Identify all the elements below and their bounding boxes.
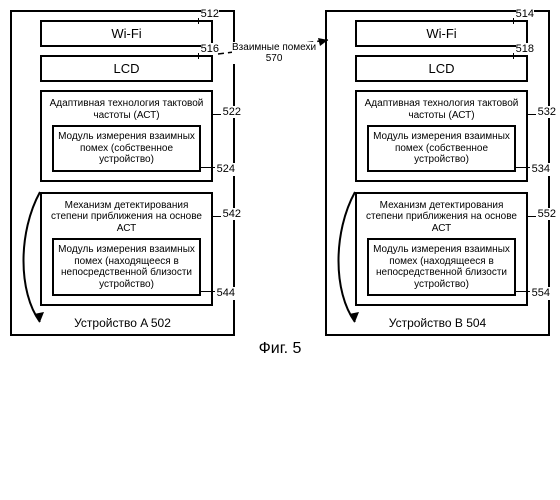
ref-554: 554 [532,287,550,300]
wifi-label-a: Wi-Fi [111,26,141,41]
ref-532: 532 [538,106,556,118]
ref-552: 552 [538,208,556,220]
wifi-box-a: Wi-Fi 512 [40,20,213,47]
lead-518 [513,53,514,59]
prox-inner-text-b: Модуль измерения взаимных помех (находящ… [373,244,510,290]
ref-524: 524 [217,163,235,176]
lcd-box-b: LCD 518 [355,55,528,82]
act-block-b: Адаптивная технология тактовой частоты (… [355,90,528,182]
lead-534 [514,167,530,168]
act-inner-text-b: Модуль измерения взаимных помех (собстве… [373,131,510,165]
ref-516: 516 [201,43,219,55]
device-a: Wi-Fi 512 LCD 516 Адаптивная технология … [10,10,235,336]
wifi-box-b: Wi-Fi 514 [355,20,528,47]
prox-block-b: Механизм детектирования степени приближе… [355,192,528,307]
lead-542 [211,216,221,217]
prox-inner-b: Модуль измерения взаимных помех (находящ… [367,238,516,296]
ref-542: 542 [223,208,241,220]
interference-label: Взаимные помехи [232,42,316,53]
ref-522: 522 [223,106,241,118]
ref-512: 512 [201,8,219,20]
figure-caption: Фиг. 5 [10,340,550,358]
prox-inner-a: Модуль измерения взаимных помех (находящ… [52,238,201,296]
ref-518: 518 [516,43,534,55]
act-inner-text-a: Модуль измерения взаимных помех (собстве… [58,131,195,165]
act-inner-b: Модуль измерения взаимных помех (собстве… [367,125,516,172]
lead-522 [211,114,221,115]
prox-title-a: Механизм детектирования степени приближе… [48,200,205,235]
lead-524 [199,167,215,168]
lead-552 [526,216,536,217]
act-inner-a: Модуль измерения взаимных помех (собстве… [52,125,201,172]
prox-block-a: Механизм детектирования степени приближе… [40,192,213,307]
caption-b: Устройство B 504 [337,316,538,330]
ref-514: 514 [516,8,534,20]
lead-544 [199,291,215,292]
interference-label-block: Взаимные помехи 570 [232,42,316,64]
lcd-label-a: LCD [113,61,139,76]
prox-inner-text-a: Модуль измерения взаимных помех (находящ… [58,244,195,290]
lead-532 [526,114,536,115]
ref-544: 544 [217,287,235,300]
caption-a: Устройство A 502 [22,316,223,330]
lead-554 [514,291,530,292]
act-title-b: Адаптивная технология тактовой частоты (… [363,98,520,121]
lead-514 [513,18,514,24]
prox-title-b: Механизм детектирования степени приближе… [363,200,520,235]
wifi-label-b: Wi-Fi [426,26,456,41]
device-b: Wi-Fi 514 LCD 518 Адаптивная технология … [325,10,550,336]
lcd-box-a: LCD 516 [40,55,213,82]
act-block-a: Адаптивная технология тактовой частоты (… [40,90,213,182]
lead-512 [198,18,199,24]
ref-570: 570 [266,53,283,64]
act-title-a: Адаптивная технология тактовой частоты (… [48,98,205,121]
lcd-label-b: LCD [428,61,454,76]
ref-534: 534 [532,163,550,176]
lead-516 [198,53,199,59]
